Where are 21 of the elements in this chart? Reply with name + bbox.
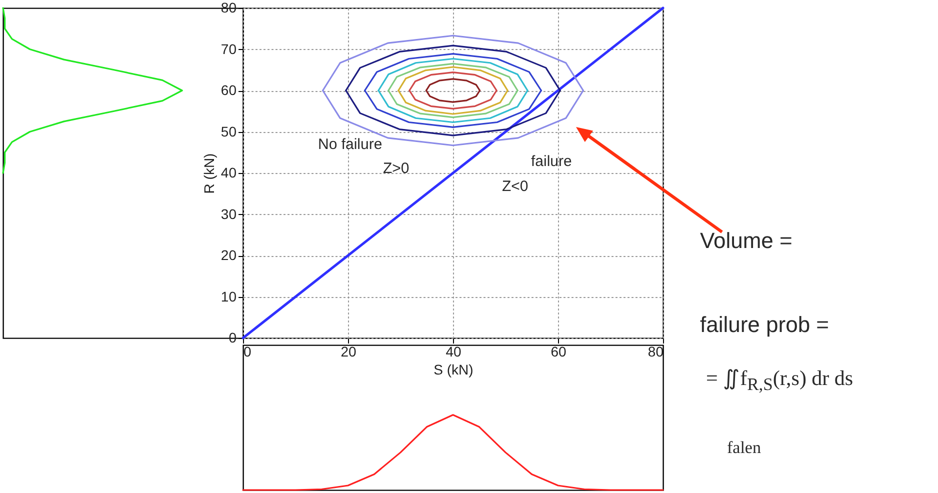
y-tick-label: 60 [220,82,237,98]
text: failure prob = [700,312,830,338]
x-tick-label: 20 [340,344,356,360]
annotation: failure [531,153,572,170]
y-tick-label: 30 [220,206,237,222]
y-tick-label: 10 [220,288,237,304]
text: falen [727,438,761,458]
x-axis-title: S (kN) [434,362,474,378]
text: Volume = [700,228,792,254]
text: = ∬f$_{R,S}$(r,s) dr ds [706,366,854,396]
y-tick-label: 40 [220,164,237,180]
x-tick-label: 60 [550,344,566,360]
annotation: Z>0 [383,160,410,177]
annotation: No failure [318,136,382,153]
y-tick-label: 50 [220,123,237,140]
x-tick-label: 0 [244,344,252,360]
annotation: Z<0 [502,178,528,195]
y-tick-label: 70 [220,40,237,57]
y-tick-label: 20 [220,247,237,263]
y-axis-title: R (kN) [200,153,217,194]
x-tick-label: 40 [446,344,462,360]
